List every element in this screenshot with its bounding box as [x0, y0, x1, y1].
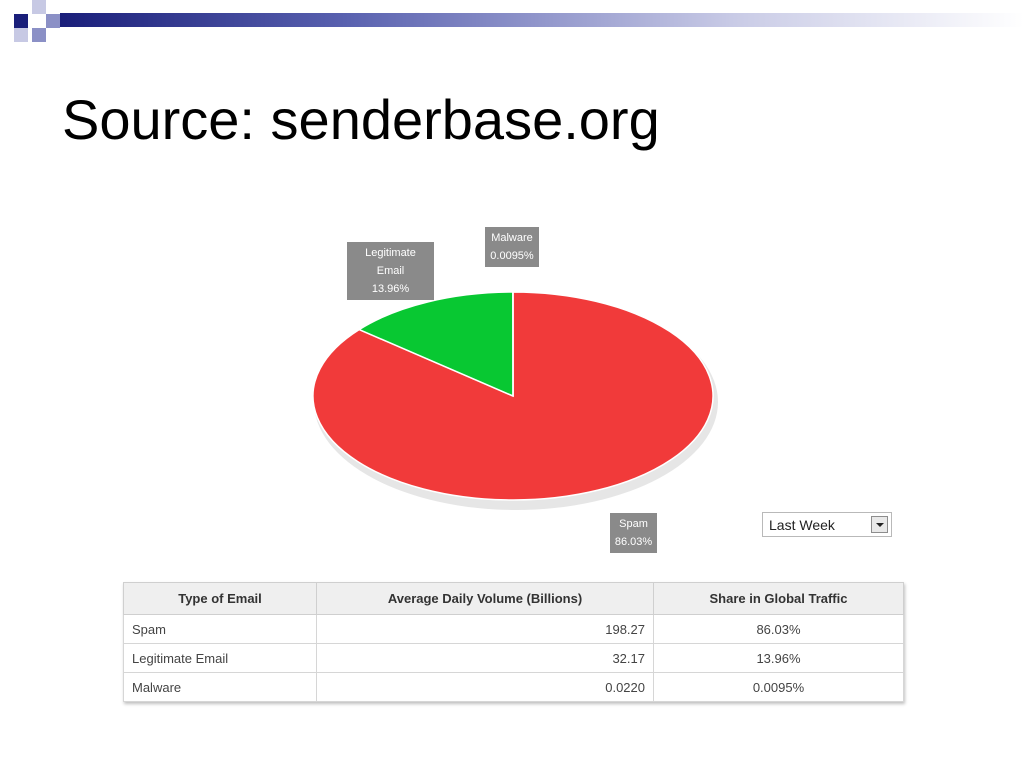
cell-share: 13.96% [653, 643, 904, 673]
chevron-down-icon[interactable] [871, 516, 888, 533]
slice-label-legitimate-email: Legitimate Email 13.96% [347, 242, 434, 300]
slice-label-name: Spam [619, 518, 648, 530]
table-row: Malware 0.0220 0.0095% [123, 672, 904, 702]
slice-label-value: 86.03% [614, 536, 653, 548]
cell-type: Malware [123, 672, 317, 702]
slice-label-spam: Spam 86.03% [610, 513, 657, 553]
slice-label-malware: Malware 0.0095% [485, 227, 539, 267]
slice-label-name: Legitimate Email [365, 247, 416, 277]
header-gradient-bar [60, 13, 1024, 27]
column-header-share: Share in Global Traffic [653, 582, 904, 615]
decor-square [14, 14, 28, 28]
cell-volume: 32.17 [316, 643, 654, 673]
slice-label-value: 0.0095% [490, 250, 534, 262]
table-header-row: Type of Email Average Daily Volume (Bill… [123, 582, 904, 615]
cell-volume: 0.0220 [316, 672, 654, 702]
period-select[interactable]: Last Week [762, 512, 892, 537]
slice-label-name: Malware [491, 232, 533, 244]
table-row: Spam 198.27 86.03% [123, 614, 904, 644]
column-header-volume: Average Daily Volume (Billions) [316, 582, 654, 615]
cell-share: 86.03% [653, 614, 904, 644]
decor-square [32, 0, 46, 14]
table-row: Legitimate Email 32.17 13.96% [123, 643, 904, 673]
slice-label-value: 13.96% [371, 283, 410, 295]
email-traffic-table: Type of Email Average Daily Volume (Bill… [123, 582, 904, 702]
decor-square [46, 14, 60, 28]
pie-slice-spam [312, 291, 714, 501]
pie-slice-legitimate-email [357, 291, 514, 398]
period-select-value: Last Week [769, 517, 835, 533]
cell-share: 0.0095% [653, 672, 904, 702]
cell-volume: 198.27 [316, 614, 654, 644]
decor-square [14, 28, 28, 42]
column-header-type: Type of Email [123, 582, 317, 615]
cell-type: Legitimate Email [123, 643, 317, 673]
slide-title: Source: senderbase.org [62, 88, 660, 151]
slide-header-decoration [0, 0, 1024, 42]
cell-type: Spam [123, 614, 317, 644]
decor-square [32, 28, 46, 42]
